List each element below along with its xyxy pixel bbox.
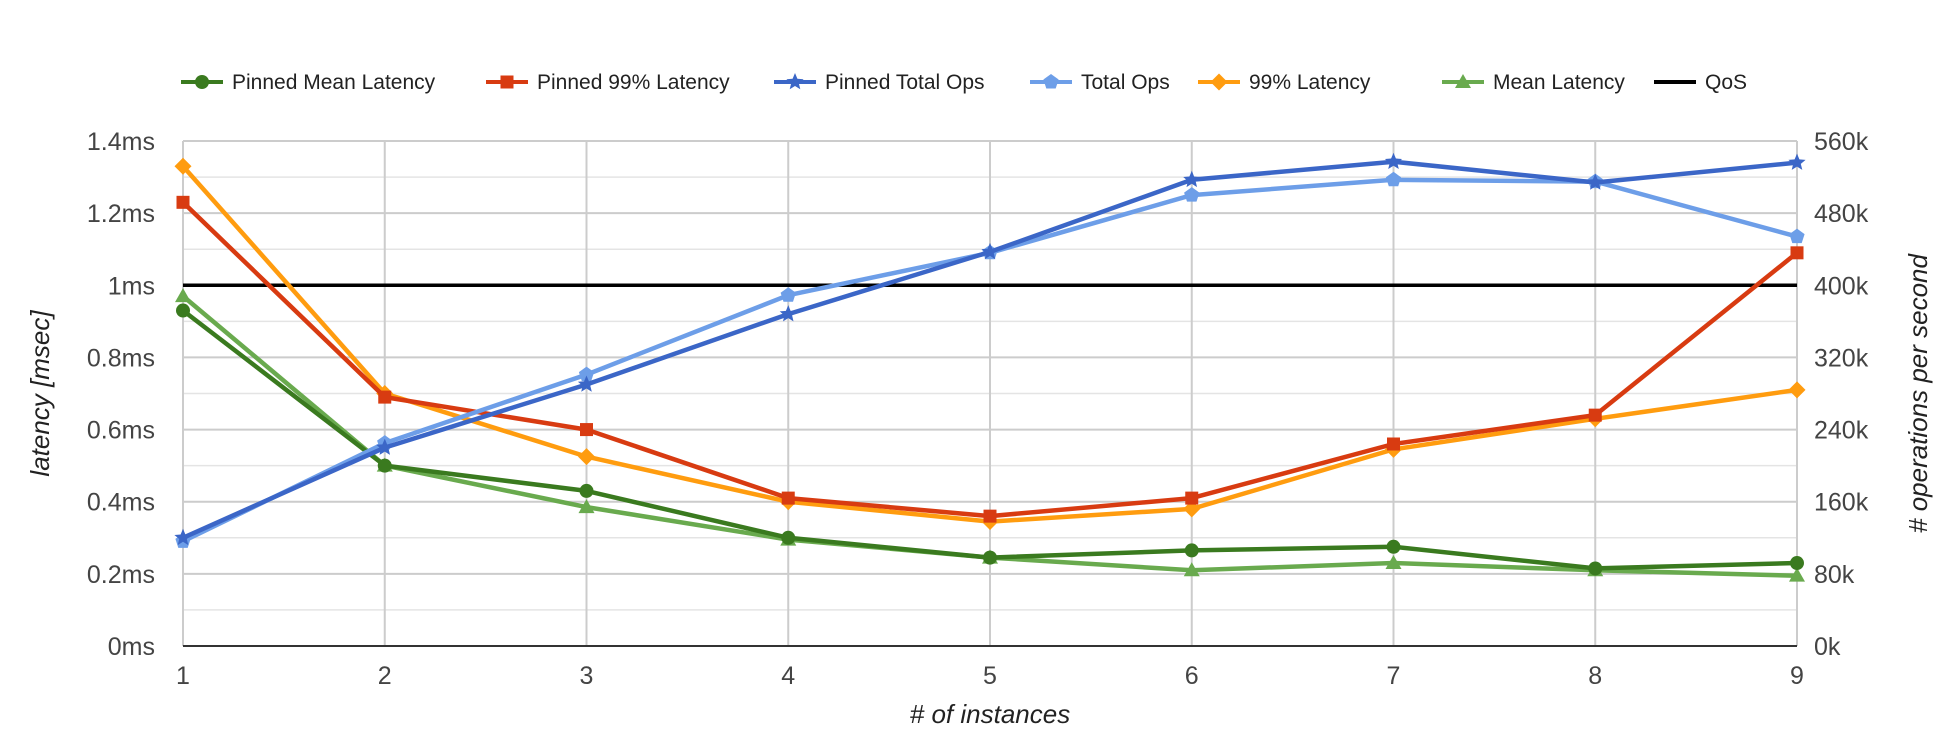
x-tick-label: 4 bbox=[781, 662, 795, 690]
data-point-99-latency bbox=[578, 448, 595, 466]
data-point-total-ops bbox=[1789, 228, 1805, 244]
data-point-pinned-mean-latency bbox=[1386, 539, 1401, 554]
y2-tick-label: 560k bbox=[1814, 128, 1869, 156]
data-point-pinned-99-latency bbox=[580, 423, 593, 437]
legend-item-99-latency: 99% Latency bbox=[1198, 71, 1371, 94]
data-point-mean-latency bbox=[1183, 562, 1200, 577]
y2-tick-label: 320k bbox=[1814, 344, 1869, 372]
data-point-pinned-mean-latency bbox=[377, 458, 392, 473]
data-point-pinned-mean-latency bbox=[579, 483, 594, 498]
legend-label: Pinned 99% Latency bbox=[537, 71, 730, 94]
legend-label: 99% Latency bbox=[1249, 71, 1371, 94]
data-point-total-ops bbox=[1184, 187, 1200, 202]
series-pinned-mean-latency bbox=[176, 303, 1804, 576]
y2-tick-label: 400k bbox=[1814, 272, 1869, 300]
data-point-pinned-mean-latency bbox=[1790, 556, 1804, 571]
data-point-pinned-total-ops bbox=[1586, 173, 1604, 190]
y2-tick-label: 480k bbox=[1814, 200, 1869, 228]
data-point-pinned-total-ops bbox=[1788, 153, 1806, 170]
data-point-pinned-mean-latency bbox=[1588, 561, 1603, 576]
x-tick-label: 1 bbox=[176, 662, 190, 690]
legend-marker bbox=[1455, 74, 1471, 88]
y2-axis-title: # operations per second bbox=[1903, 252, 1933, 533]
x-axis-title: # of instances bbox=[910, 699, 1070, 729]
data-point-pinned-99-latency bbox=[1790, 246, 1804, 260]
data-point-mean-latency bbox=[578, 499, 595, 514]
x-tick-label: 9 bbox=[1790, 662, 1804, 690]
y-tick-label: 0.6ms bbox=[87, 417, 155, 445]
y-tick-label: 1.2ms bbox=[87, 200, 155, 228]
data-point-pinned-mean-latency bbox=[983, 550, 997, 565]
series-pinned-99-latency bbox=[176, 195, 1804, 523]
legend-label: Pinned Mean Latency bbox=[232, 71, 436, 94]
legend-marker bbox=[786, 73, 804, 90]
axes: 0ms 0.2ms 0.4ms 0.6ms 0.8ms 1ms 1.2ms 1.4ms 0k 80… bbox=[87, 128, 1869, 690]
x-tick-label: 8 bbox=[1588, 662, 1602, 690]
legend-label: Pinned Total Ops bbox=[825, 71, 985, 94]
data-point-pinned-total-ops bbox=[376, 438, 394, 455]
y2-tick-label: 0k bbox=[1814, 633, 1841, 661]
legend-item-pinned-mean-latency: Pinned Mean Latency bbox=[181, 71, 436, 94]
legend-item-pinned-99-latency: Pinned 99% Latency bbox=[486, 71, 730, 94]
data-point-99-latency bbox=[174, 157, 192, 175]
series-pinned-total-ops bbox=[174, 152, 1806, 546]
x-tick-label: 5 bbox=[983, 662, 997, 690]
legend-item-pinned-total-ops: Pinned Total Ops bbox=[774, 71, 985, 94]
data-point-pinned-mean-latency bbox=[781, 530, 796, 545]
data-point-total-ops bbox=[1385, 171, 1402, 187]
legend-label: Total Ops bbox=[1081, 71, 1170, 94]
legend-marker bbox=[1043, 74, 1059, 89]
data-point-total-ops bbox=[578, 366, 595, 381]
y-tick-label: 0.8ms bbox=[87, 344, 155, 372]
data-point-mean-latency bbox=[1789, 567, 1805, 582]
data-point-total-ops bbox=[780, 287, 796, 302]
data-point-pinned-total-ops bbox=[1183, 170, 1201, 188]
data-point-99-latency bbox=[1788, 381, 1806, 399]
data-point-pinned-total-ops bbox=[1384, 152, 1403, 169]
data-point-pinned-total-ops bbox=[174, 528, 192, 546]
data-point-mean-latency bbox=[1385, 555, 1402, 570]
legend-item-total-ops: Total Ops bbox=[1030, 71, 1170, 94]
y-axis-title: latency [msec] bbox=[25, 310, 55, 477]
legend-marker bbox=[195, 75, 209, 89]
y-tick-label: 0.2ms bbox=[87, 561, 155, 589]
y2-tick-label: 80k bbox=[1814, 561, 1855, 589]
data-point-pinned-99-latency bbox=[378, 390, 392, 404]
data-point-pinned-99-latency bbox=[1387, 437, 1400, 451]
data-point-99-latency bbox=[1183, 500, 1201, 518]
series-group bbox=[174, 152, 1806, 582]
x-tick-label: 7 bbox=[1387, 662, 1401, 690]
data-point-pinned-total-ops bbox=[779, 305, 797, 322]
y-tick-label: 0ms bbox=[108, 633, 155, 661]
y-tick-label: 0.4ms bbox=[87, 489, 155, 517]
legend-item-mean-latency: Mean Latency bbox=[1442, 71, 1625, 94]
y2-tick-label: 240k bbox=[1814, 417, 1869, 445]
y-tick-label: 1.4ms bbox=[87, 128, 155, 156]
data-point-pinned-99-latency bbox=[1588, 408, 1602, 422]
x-tick-label: 2 bbox=[378, 662, 392, 690]
data-point-mean-latency bbox=[175, 288, 191, 303]
data-point-pinned-99-latency bbox=[781, 491, 795, 505]
legend-item-qos: QoS bbox=[1654, 71, 1747, 94]
data-point-pinned-99-latency bbox=[176, 195, 190, 209]
x-tick-label: 6 bbox=[1185, 662, 1199, 690]
data-point-pinned-mean-latency bbox=[176, 303, 190, 318]
legend-label: Mean Latency bbox=[1493, 71, 1625, 94]
data-point-pinned-total-ops bbox=[577, 375, 596, 392]
data-point-pinned-99-latency bbox=[1185, 491, 1199, 505]
y2-tick-label: 160k bbox=[1814, 489, 1869, 517]
legend-marker bbox=[500, 75, 514, 89]
legend-label: QoS bbox=[1705, 71, 1747, 94]
y-tick-label: 1ms bbox=[108, 272, 155, 300]
data-point-pinned-mean-latency bbox=[1184, 543, 1199, 558]
data-point-pinned-99-latency bbox=[983, 509, 997, 523]
legend-marker bbox=[1210, 73, 1228, 91]
legend: Pinned Mean Latency Pinned 99% Latency Pin… bbox=[181, 71, 1747, 94]
data-point-pinned-total-ops bbox=[981, 242, 999, 260]
x-tick-label: 3 bbox=[580, 662, 594, 690]
